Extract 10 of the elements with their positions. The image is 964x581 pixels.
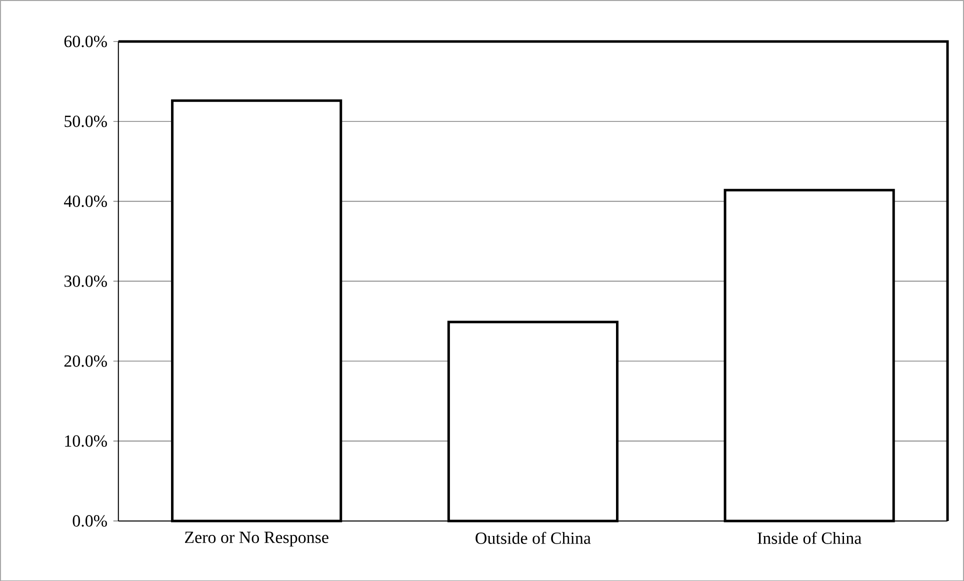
y-tick-label: 0.0% (72, 515, 107, 527)
x-tick-label: Zero or No Response (184, 532, 328, 546)
y-tick-label: 20.0% (64, 355, 107, 367)
y-tick-label: 30.0% (64, 275, 107, 287)
y-tick-label: 40.0% (64, 195, 107, 207)
y-tick-label: 10.0% (65, 435, 107, 447)
x-tick-label: Inside of China (758, 532, 862, 544)
y-tick-label: 50.0% (64, 115, 107, 127)
y-tick-label: 60.0% (64, 36, 107, 48)
x-tick-label: Outside of China (476, 532, 591, 544)
